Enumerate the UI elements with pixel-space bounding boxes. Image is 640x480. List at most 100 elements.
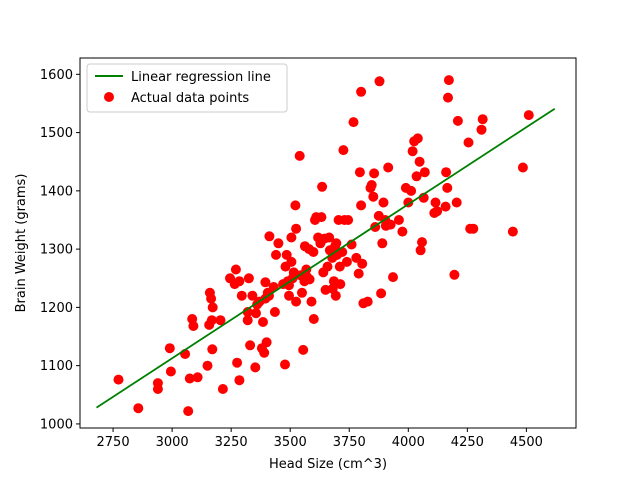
data-point [343, 215, 354, 225]
data-point [393, 215, 404, 225]
data-point [507, 226, 518, 237]
data-point [286, 256, 297, 267]
x-axis-label: Head Size (cm^3) [269, 457, 387, 472]
data-point [184, 373, 195, 384]
data-point [251, 308, 261, 319]
data-point [356, 200, 367, 211]
data-point [357, 258, 368, 269]
data-point [477, 114, 488, 125]
data-point [242, 315, 253, 326]
y-tick-label: 1200 [40, 301, 73, 316]
data-point [192, 372, 203, 383]
x-tick-label: 4000 [392, 435, 425, 450]
data-point [362, 296, 373, 307]
data-point [188, 321, 199, 331]
data-point [407, 146, 418, 157]
y-tick-label: 1600 [40, 68, 73, 83]
data-point [430, 197, 441, 208]
data-point [476, 124, 487, 135]
data-point [269, 307, 280, 317]
data-point [232, 357, 243, 368]
data-point [230, 264, 241, 275]
x-tick-label: 3000 [156, 435, 189, 450]
data-point [317, 181, 328, 192]
data-point [290, 200, 301, 211]
data-point [243, 273, 254, 284]
data-point [242, 307, 253, 317]
data-point [247, 290, 258, 301]
data-point [206, 293, 217, 304]
data-point [261, 337, 272, 348]
data-point [378, 197, 389, 208]
data-point [234, 375, 245, 386]
data-point [206, 315, 217, 326]
y-tick-label: 1000 [40, 417, 73, 432]
axes-frame [79, 57, 577, 429]
data-point [291, 296, 302, 307]
legend: Linear regression line Actual data point… [86, 63, 288, 113]
data-point [335, 279, 346, 290]
y-tick-label: 1400 [40, 184, 73, 199]
data-point [259, 347, 270, 358]
data-point [294, 150, 305, 161]
data-point [523, 110, 534, 121]
data-point [440, 201, 451, 212]
x-tick-label: 4500 [510, 435, 543, 450]
y-tick-label: 1100 [40, 359, 73, 374]
data-point [388, 272, 398, 283]
data-point [183, 406, 194, 417]
data-point [207, 302, 218, 313]
data-point [258, 317, 268, 327]
data-point [368, 191, 379, 202]
y-tick-label: 1500 [40, 126, 73, 141]
data-marks [113, 75, 534, 417]
data-point [337, 247, 348, 257]
data-point [334, 261, 345, 272]
data-point [348, 117, 359, 128]
data-point [280, 359, 290, 370]
data-point [113, 374, 124, 385]
data-point [306, 296, 317, 307]
data-point [284, 290, 294, 301]
data-point [324, 232, 335, 243]
data-point [308, 314, 319, 324]
regression-line [96, 107, 556, 409]
data-point [202, 360, 213, 371]
regression-line-group [96, 107, 556, 409]
data-point [356, 86, 367, 97]
y-tick-label: 1300 [40, 243, 73, 258]
data-point [215, 315, 226, 326]
y-axis-label: Brain Weight (grams) [14, 174, 29, 313]
legend-label-points: Actual data points [131, 91, 249, 106]
data-point [411, 171, 422, 182]
data-point [463, 137, 474, 148]
data-point [354, 167, 365, 178]
data-point [353, 268, 364, 279]
data-point [452, 115, 463, 126]
data-point [443, 75, 454, 86]
data-point [291, 223, 302, 234]
data-point [441, 167, 452, 178]
data-point [273, 238, 284, 249]
data-point [419, 167, 430, 178]
legend-label-regression: Linear regression line [131, 70, 271, 85]
data-point [468, 223, 479, 234]
data-point [366, 180, 377, 190]
data-point [451, 197, 462, 208]
data-point [260, 277, 271, 288]
x-tick-label: 2750 [97, 435, 130, 450]
legend-marker-swatch [104, 92, 114, 102]
data-point [322, 261, 333, 272]
data-point [250, 362, 261, 373]
data-point [341, 256, 352, 267]
data-point [330, 290, 341, 301]
data-point [331, 238, 342, 249]
data-point [245, 340, 256, 351]
data-point [281, 249, 292, 260]
data-point [264, 231, 275, 242]
data-point [383, 162, 394, 173]
data-point [517, 162, 528, 173]
y-axis-ticks: 1000 1100 1200 1300 1400 1500 1600 [40, 68, 80, 432]
data-point [417, 237, 427, 248]
